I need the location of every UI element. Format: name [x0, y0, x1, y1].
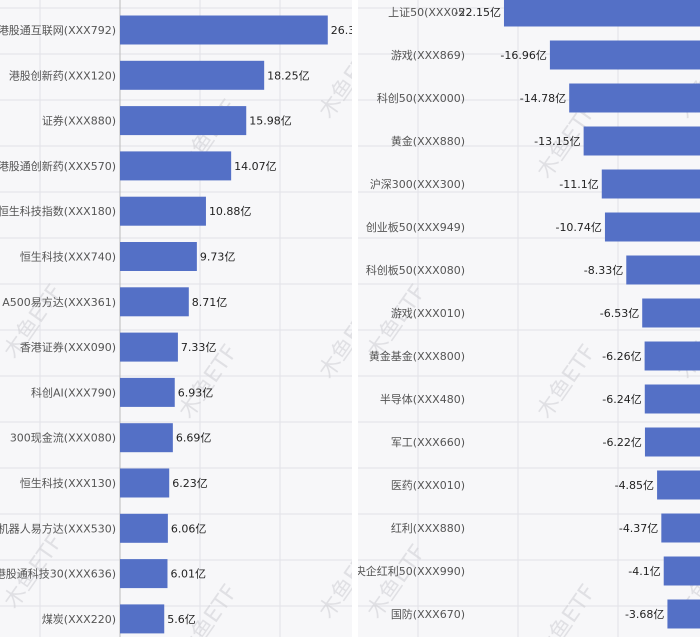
inflow-bar[interactable] [120, 106, 247, 136]
inflow-bar[interactable] [120, 60, 265, 90]
value-label: -4.1亿 [628, 565, 660, 578]
category-label: 半导体(XXX480) [380, 392, 465, 406]
watermark-text: 木鱼ETF [532, 580, 601, 637]
inflow-bar[interactable] [120, 332, 178, 362]
outflow-bar[interactable] [569, 83, 700, 113]
value-label: 18.25亿 [267, 69, 310, 82]
category-label: 红利(XXX880) [391, 522, 465, 535]
outflow-chart-panel: 木鱼ETF木鱼ETF木鱼ETF木鱼ETF木鱼ETF木鱼ETF木鱼ETF木鱼ETF… [358, 0, 700, 637]
inflow-bar[interactable] [120, 604, 165, 634]
outflow-bar[interactable] [661, 513, 700, 543]
value-label: 10.88亿 [209, 205, 252, 218]
value-label: 6.69亿 [176, 432, 212, 445]
inflow-bar[interactable] [120, 468, 170, 498]
value-label: -11.1亿 [559, 178, 598, 191]
category-label: 科创50(XXX000) [377, 91, 465, 105]
category-label: 黄金基金(XXX800) [369, 349, 465, 363]
value-label: -3.68亿 [625, 608, 664, 621]
outflow-bar[interactable] [583, 126, 700, 156]
value-label: -6.26亿 [602, 350, 641, 363]
value-label: -4.37亿 [619, 522, 658, 535]
inflow-bar[interactable] [120, 15, 328, 45]
inflow-bar[interactable] [120, 559, 168, 589]
value-label: 6.06亿 [171, 522, 207, 535]
value-label: 6.93亿 [178, 386, 214, 399]
category-label: A500易方达(XXX361) [2, 295, 116, 309]
value-label: 15.98亿 [249, 115, 292, 128]
value-label: -14.78亿 [520, 92, 566, 105]
inflow-bar[interactable] [120, 377, 175, 407]
category-label: 港股通互联网(XXX792) [0, 24, 116, 37]
inflow-chart-panel: 木鱼ETF 木鱼ETF 木鱼ETF 木鱼ETF 木鱼ETF 木鱼ETF 木鱼ETF 木鱼ETF… [0, 0, 352, 637]
outflow-bar[interactable] [657, 470, 700, 500]
value-label: 14.07亿 [234, 160, 277, 173]
value-label: -6.22亿 [602, 436, 641, 449]
category-label: 煤炭(XXX220) [42, 613, 116, 626]
outflow-bar[interactable] [626, 255, 700, 285]
watermark-text: 木鱼ETF [314, 540, 352, 623]
value-label: 26.3 [331, 24, 352, 37]
category-label: 医药(XXX010) [391, 479, 465, 492]
category-label: 港股通科技30(XXX636) [0, 567, 116, 581]
inflow-bar[interactable] [120, 151, 232, 181]
value-label: 7.33亿 [181, 341, 217, 354]
value-label: -22.15亿 [455, 6, 501, 19]
outflow-bar-chart: 木鱼ETF木鱼ETF木鱼ETF木鱼ETF木鱼ETF木鱼ETF木鱼ETF木鱼ETF… [358, 0, 700, 637]
outflow-bar[interactable] [644, 384, 700, 414]
value-label: -16.96亿 [500, 49, 546, 62]
category-label: 沪深300(XXX300) [370, 177, 465, 191]
value-label: -6.53亿 [600, 307, 639, 320]
value-label: 8.71亿 [192, 296, 228, 309]
watermark-text: 木鱼ETF [314, 40, 352, 123]
category-label: 科创板50(XXX080) [366, 263, 465, 277]
category-label: 港股创新药(XXX120) [9, 68, 116, 82]
value-label: 6.01亿 [170, 568, 206, 581]
category-label: 恒生科技(XXX130) [20, 476, 116, 490]
value-label: -6.24亿 [602, 393, 641, 406]
value-label: -13.15亿 [534, 135, 580, 148]
outflow-bar[interactable] [644, 427, 700, 457]
watermark-text: 木鱼ETF [174, 580, 243, 637]
category-label: 军工(XXX660) [391, 436, 465, 449]
value-label: 5.6亿 [167, 613, 196, 626]
watermark-text: 木鱼ETF [532, 340, 601, 423]
inflow-bar[interactable] [120, 287, 189, 317]
outflow-bar[interactable] [549, 40, 700, 70]
value-label: -4.85亿 [615, 479, 654, 492]
inflow-bar[interactable] [120, 242, 197, 271]
value-label: -8.33亿 [584, 264, 623, 277]
category-label: 香港证券(XXX090) [20, 340, 116, 354]
category-label: 恒生科技(XXX740) [20, 250, 116, 264]
outflow-bar[interactable] [604, 212, 700, 242]
category-label: 创业板50(XXX949) [366, 220, 465, 234]
value-label: -10.74亿 [555, 221, 601, 234]
value-label: 6.23亿 [172, 477, 208, 490]
category-label: 上证50(XXX05 [388, 6, 465, 19]
outflow-bar[interactable] [503, 0, 700, 27]
category-label: 游戏(XXX869) [391, 49, 465, 62]
category-label: 300现金流(XXX080) [10, 431, 116, 445]
outflow-bar[interactable] [642, 298, 700, 328]
outflow-bar[interactable] [601, 169, 700, 199]
outflow-bar[interactable] [644, 341, 700, 371]
panel-divider [352, 0, 358, 637]
category-label: 机器人易方达(XXX530) [0, 521, 116, 535]
value-label: 9.73亿 [200, 251, 236, 264]
category-label: 恒生科技指数(XXX180) [0, 204, 116, 218]
inflow-bar[interactable] [120, 423, 173, 453]
category-label: 黄金(XXX880) [391, 134, 465, 148]
category-label: 证券(XXX880) [42, 114, 116, 128]
inflow-bar[interactable] [120, 196, 206, 226]
category-label: 央企红利50(XXX990) [358, 564, 465, 578]
watermark-text: 木鱼ETF [314, 300, 352, 383]
inflow-bar[interactable] [120, 513, 168, 543]
category-label: 国防(XXX670) [391, 607, 465, 621]
category-label: 游戏(XXX010) [391, 307, 465, 320]
outflow-bar[interactable] [663, 556, 700, 586]
outflow-bar[interactable] [667, 599, 700, 629]
category-label: 港股通创新药(XXX570) [0, 159, 116, 173]
category-label: 科创AI(XXX790) [31, 385, 116, 399]
